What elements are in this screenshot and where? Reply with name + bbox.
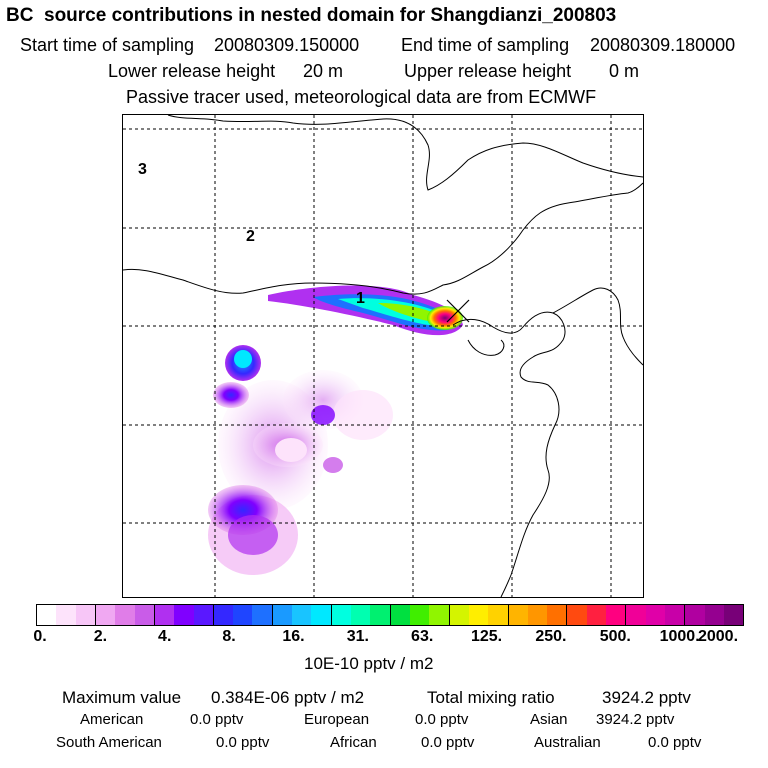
colorbar-segment: [212, 605, 234, 625]
figure-title: BC source contributions in nested domain…: [6, 5, 617, 26]
colorbar-segment: [37, 605, 57, 625]
american-value: 0.0 pptv: [190, 711, 244, 728]
asian-value: 3924.2 pptv: [596, 711, 675, 728]
region-label-2: 2: [246, 228, 255, 245]
australian-label: Australian: [534, 734, 601, 751]
colorbar-segment: [351, 605, 371, 625]
map-panel: 3 2 1: [122, 114, 644, 598]
colorbar-segment: [645, 605, 665, 625]
colorbar-segment: [547, 605, 567, 625]
colorbar-segment: [370, 605, 390, 625]
colorbar-segment: [665, 605, 685, 625]
upper-height-value: 0 m: [609, 61, 640, 81]
main-plume: [268, 285, 463, 336]
colorbar-segment: [193, 605, 213, 625]
total-mixing-label: Total mixing ratio: [427, 688, 555, 707]
colorbar-segment: [527, 605, 548, 625]
total-mixing-value: 3924.2 pptv: [602, 688, 691, 707]
coastlines-borders: [123, 115, 643, 597]
colorbar-segment: [233, 605, 253, 625]
region-label-1: 1: [356, 290, 365, 307]
colorbar-segment: [448, 605, 469, 625]
colorbar-segment: [468, 605, 489, 625]
colorbar-segment: [56, 605, 76, 625]
colorbar-tick-label: 125.: [470, 628, 503, 645]
colorbar-segment: [488, 605, 508, 625]
colorbar-tick-label: 250.: [535, 628, 567, 645]
colorbar-segment: [271, 605, 293, 625]
colorbar-segment: [507, 605, 528, 625]
american-label: American: [80, 711, 144, 728]
colorbar-segment: [174, 605, 194, 625]
colorbar-segment: [429, 605, 449, 625]
colorbar-segment: [704, 605, 724, 625]
colorbar: [36, 604, 744, 626]
colorbar-unit: 10E-10 pptv / m2: [304, 654, 434, 673]
colorbar-segment: [75, 605, 95, 625]
colorbar-tick-label: 0.: [33, 628, 47, 645]
data-note: Passive tracer used, meteorological data…: [126, 87, 597, 107]
max-value-label: Maximum value: [62, 688, 182, 707]
colorbar-segment: [606, 605, 626, 625]
start-time-label: Start time of sampling: [20, 35, 195, 55]
colorbar-segment: [625, 605, 646, 625]
colorbar-segment: [389, 605, 410, 625]
colorbar-segment: [292, 605, 312, 625]
colorbar-segment: [134, 605, 154, 625]
colorbar-segment: [252, 605, 272, 625]
colorbar-segment: [153, 605, 175, 625]
max-value: 0.384E-06 pptv / m2: [211, 688, 365, 707]
colorbar-segment: [684, 605, 705, 625]
upper-height-label: Upper release height: [404, 61, 572, 81]
end-time-label: End time of sampling: [401, 35, 570, 55]
australian-value: 0.0 pptv: [648, 734, 702, 751]
colorbar-tick-label: 2000.: [697, 628, 739, 645]
south-american-value: 0.0 pptv: [216, 734, 270, 751]
african-label: African: [330, 734, 377, 751]
region-label-3: 3: [138, 161, 147, 178]
lower-height-value: 20 m: [303, 61, 344, 81]
colorbar-tick-label: 2.: [93, 628, 108, 645]
colorbar-segment: [409, 605, 430, 625]
colorbar-tick-label: 500.: [599, 628, 631, 645]
receptor-x-marker: [446, 299, 470, 323]
colorbar-tick-label: 4.: [158, 628, 172, 645]
colorbar-segment: [115, 605, 135, 625]
colorbar-tick-label: 1000.: [659, 628, 700, 645]
european-label: European: [304, 711, 370, 728]
asian-label: Asian: [530, 711, 568, 728]
colorbar-tick-label: 16.: [282, 628, 305, 645]
colorbar-segment: [311, 605, 331, 625]
african-value: 0.0 pptv: [421, 734, 475, 751]
colorbar-segment: [330, 605, 351, 625]
lower-height-label: Lower release height: [108, 61, 276, 81]
start-time-value: 20080309.150000: [214, 35, 360, 55]
colorbar-segment: [566, 605, 587, 625]
colorbar-segment: [586, 605, 607, 625]
south-american-label: South American: [56, 734, 162, 751]
colorbar-tick-label: 63.: [411, 628, 434, 645]
map-canvas: [123, 115, 643, 597]
colorbar-segment: [94, 605, 116, 625]
end-time-value: 20080309.180000: [590, 35, 736, 55]
purple-plumes: [208, 345, 343, 555]
colorbar-segment: [723, 605, 744, 625]
european-value: 0.0 pptv: [415, 711, 469, 728]
colorbar-tick-label: 31.: [346, 628, 369, 645]
graticule: [123, 115, 643, 597]
colorbar-tick-label: 8.: [222, 628, 236, 645]
